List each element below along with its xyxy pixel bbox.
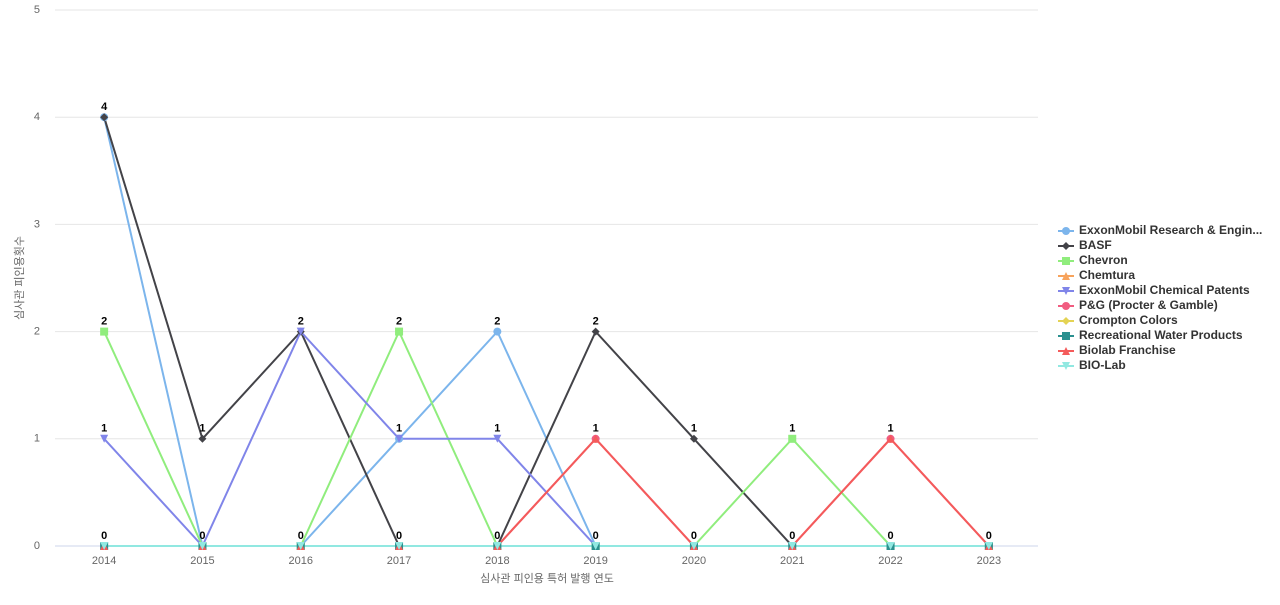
marker — [100, 434, 109, 443]
marker — [591, 327, 600, 336]
legend-label: BASF — [1079, 238, 1112, 252]
marker — [100, 327, 109, 336]
data-label: 0 — [494, 530, 500, 542]
x-axis-title: 심사관 피인용 특허 발행 연도 — [480, 572, 614, 585]
legend-marker — [1062, 257, 1070, 265]
legend-marker — [1062, 362, 1070, 370]
x-tick-label: 2019 — [583, 555, 607, 567]
marker — [886, 542, 895, 550]
marker — [493, 327, 502, 336]
legend-marker — [1062, 347, 1070, 355]
data-label: 0 — [789, 530, 795, 542]
y-axis-title: 심사관 피인용횟수 — [13, 236, 26, 320]
data-label: 2 — [396, 316, 402, 328]
legend-label: Chemtura — [1079, 268, 1135, 282]
legend-marker — [1062, 272, 1070, 280]
marker — [395, 434, 404, 443]
marker — [689, 542, 698, 550]
x-tick-label: 2018 — [485, 555, 509, 567]
data-label: 4 — [101, 101, 108, 113]
legend-item: Chevron — [1058, 253, 1128, 267]
marker — [198, 434, 207, 443]
legend-label: Recreational Water Products — [1079, 328, 1243, 342]
data-label: 0 — [887, 530, 893, 542]
legend-label: BIO-Lab — [1079, 358, 1126, 372]
legend-marker — [1062, 242, 1070, 250]
legend-label: ExxonMobil Research & Engin... — [1079, 223, 1262, 237]
legend-marker — [1062, 302, 1070, 310]
legend-item: BASF — [1058, 238, 1112, 252]
y-tick-label: 2 — [34, 326, 40, 338]
x-tick-label: 2023 — [977, 555, 1001, 567]
legend-item: ExxonMobil Research & Engin... — [1058, 223, 1262, 237]
legend-item: BIO-Lab — [1058, 358, 1126, 372]
legend-item: Crompton Colors — [1058, 313, 1178, 327]
marker — [591, 542, 600, 550]
marker — [788, 434, 797, 443]
y-tick-label: 3 — [34, 218, 40, 230]
marker — [296, 327, 305, 336]
legend-marker — [1062, 317, 1070, 325]
data-label: 0 — [986, 530, 992, 542]
legend-marker — [1062, 287, 1070, 295]
data-label: 0 — [298, 530, 304, 542]
series-line — [104, 437, 990, 547]
marker — [100, 113, 109, 122]
marker — [296, 542, 305, 550]
data-label: 0 — [396, 530, 402, 542]
data-label: 2 — [593, 316, 599, 328]
legend-label: P&G (Procter & Gamble) — [1079, 298, 1218, 312]
x-tick-label: 2016 — [289, 555, 313, 567]
x-tick-label: 2021 — [780, 555, 804, 567]
legend-item: ExxonMobil Chemical Patents — [1058, 283, 1250, 297]
legend-label: Crompton Colors — [1079, 313, 1178, 327]
data-label: 2 — [494, 316, 500, 328]
legend-item: P&G (Procter & Gamble) — [1058, 298, 1218, 312]
marker — [591, 434, 600, 443]
x-tick-label: 2015 — [190, 555, 214, 567]
data-label: 1 — [789, 423, 795, 435]
legend-label: ExxonMobil Chemical Patents — [1079, 283, 1250, 297]
data-label: 1 — [887, 423, 893, 435]
legend-label: Biolab Franchise — [1079, 343, 1176, 357]
data-label: 0 — [691, 530, 697, 542]
y-tick-label: 0 — [34, 540, 40, 552]
legend-item: Biolab Franchise — [1058, 343, 1176, 357]
data-label: 1 — [593, 423, 599, 435]
marker — [493, 434, 502, 443]
y-tick-label: 1 — [34, 433, 40, 445]
x-tick-label: 2017 — [387, 555, 411, 567]
marker — [395, 542, 404, 550]
x-tick-label: 2020 — [682, 555, 706, 567]
data-label: 1 — [691, 423, 697, 435]
y-tick-label: 5 — [34, 4, 40, 16]
legend-item: Chemtura — [1058, 268, 1135, 282]
legend-item: Recreational Water Products — [1058, 328, 1243, 342]
marker — [886, 434, 895, 443]
marker — [984, 542, 993, 550]
marker — [100, 542, 109, 550]
marker — [689, 434, 698, 443]
data-label: 0 — [101, 530, 107, 542]
marker — [395, 327, 404, 336]
x-tick-label: 2022 — [878, 555, 902, 567]
y-tick-label: 4 — [34, 111, 40, 123]
legend-label: Chevron — [1079, 253, 1128, 267]
data-label: 1 — [396, 423, 402, 435]
x-tick-label: 2014 — [92, 555, 116, 567]
data-label: 2 — [101, 316, 107, 328]
marker — [788, 542, 797, 550]
legend-marker — [1062, 332, 1070, 340]
data-label: 0 — [593, 530, 599, 542]
data-label: 1 — [494, 423, 500, 435]
data-label: 2 — [298, 316, 304, 328]
legend-marker — [1062, 227, 1070, 235]
marker — [198, 542, 207, 550]
data-label: 0 — [199, 530, 205, 542]
marker — [493, 542, 502, 550]
data-label: 1 — [101, 423, 107, 435]
data-label: 1 — [199, 423, 205, 435]
